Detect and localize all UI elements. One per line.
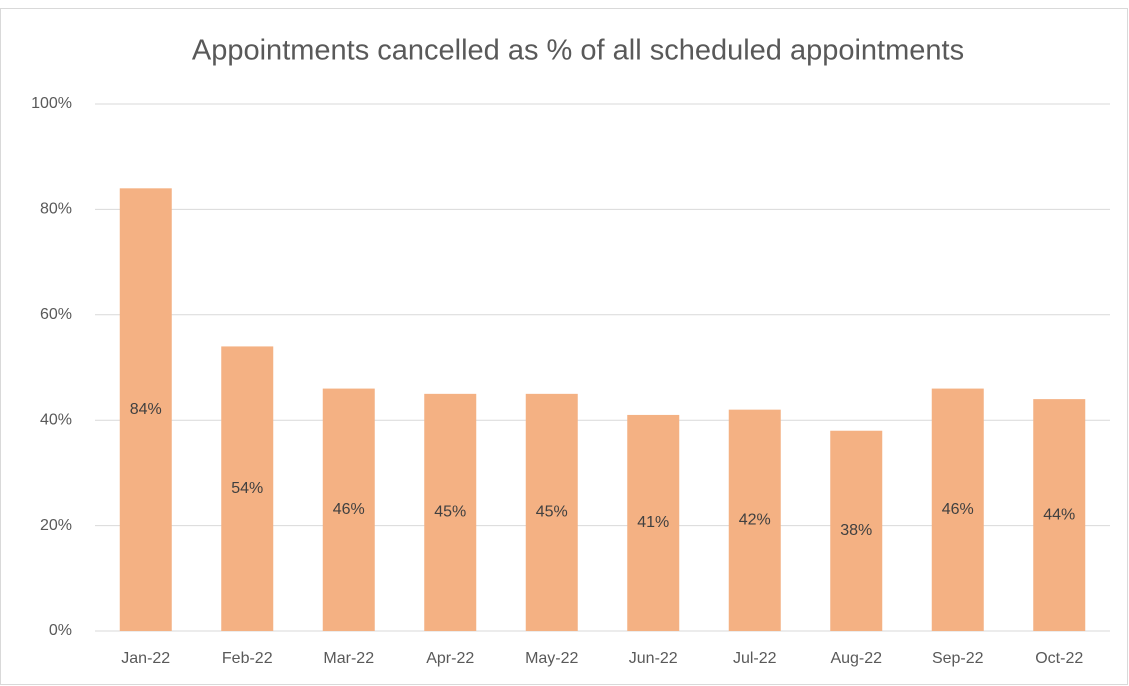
data-label: 45%	[536, 504, 568, 521]
y-tick-label: 0%	[49, 622, 72, 639]
bar	[322, 388, 375, 631]
y-tick-label: 80%	[40, 201, 72, 218]
data-label: 38%	[840, 522, 872, 539]
x-tick-label: Jan-22	[121, 650, 170, 667]
data-label: 46%	[333, 501, 365, 518]
x-tick-label: Jun-22	[629, 650, 678, 667]
data-label: 45%	[434, 504, 466, 521]
bar	[525, 393, 578, 631]
y-tick-label: 20%	[40, 517, 72, 534]
y-tick-label: 60%	[40, 306, 72, 323]
x-tick-label: May-22	[525, 650, 578, 667]
x-tick-label: Feb-22	[222, 650, 273, 667]
x-tick-label: Sep-22	[932, 650, 984, 667]
bar	[931, 388, 984, 631]
bar	[424, 393, 477, 631]
data-label: 41%	[637, 514, 669, 531]
bar	[728, 409, 781, 631]
x-tick-label: Apr-22	[426, 650, 474, 667]
x-tick-label: Aug-22	[830, 650, 882, 667]
data-label: 54%	[231, 480, 263, 497]
bar	[627, 414, 680, 631]
y-tick-label: 40%	[40, 411, 72, 428]
data-label: 84%	[130, 401, 162, 418]
x-tick-label: Oct-22	[1035, 650, 1083, 667]
x-tick-label: Mar-22	[323, 650, 374, 667]
data-label: 46%	[942, 501, 974, 518]
chart-title: Appointments cancelled as % of all sched…	[192, 35, 964, 67]
bar	[221, 346, 274, 631]
data-label: 42%	[739, 512, 771, 529]
bar	[1033, 399, 1086, 631]
y-tick-label: 100%	[31, 95, 72, 112]
bar	[119, 188, 172, 631]
x-tick-label: Jul-22	[733, 650, 777, 667]
data-label: 44%	[1043, 506, 1075, 523]
bar	[830, 430, 883, 631]
